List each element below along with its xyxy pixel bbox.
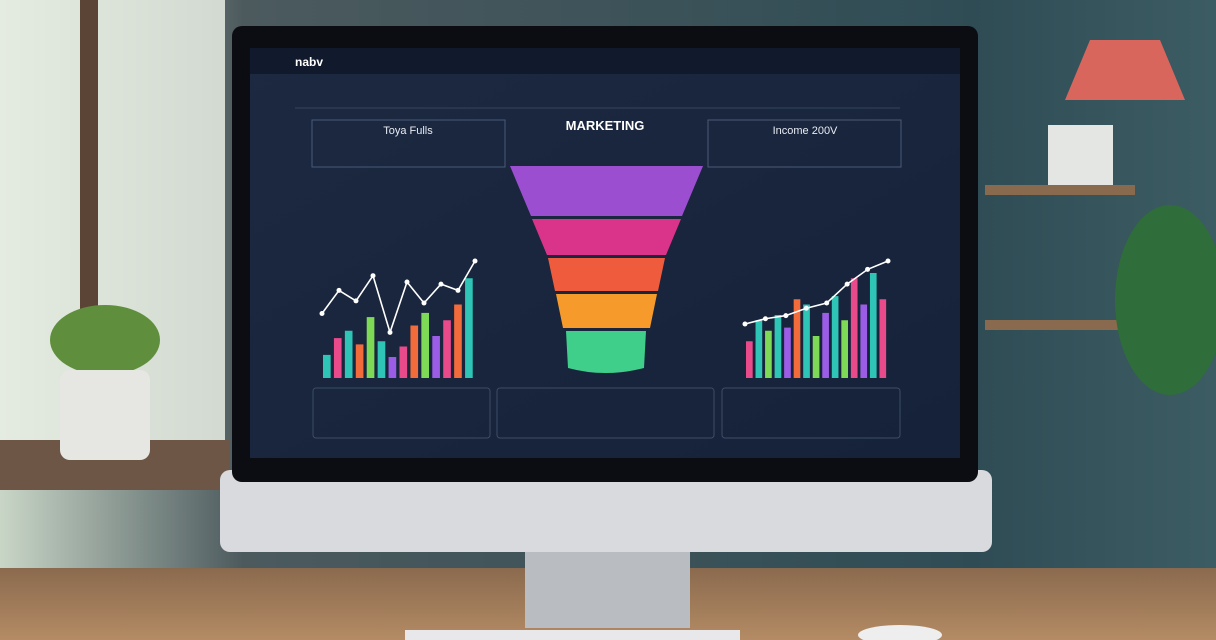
panel [312, 387, 491, 439]
bar [432, 336, 440, 378]
bar [746, 341, 753, 378]
bar [465, 278, 473, 378]
trend-point [319, 311, 325, 316]
card [311, 119, 506, 168]
mouse [858, 625, 942, 640]
bar [399, 346, 408, 378]
bar [850, 278, 858, 378]
frame [1048, 125, 1113, 185]
bar [793, 299, 801, 378]
bar [784, 327, 791, 378]
center-title: MARKETING [566, 118, 645, 133]
card [707, 119, 902, 168]
trend-line [321, 260, 476, 336]
plant [1115, 205, 1216, 395]
panel [721, 387, 901, 439]
bar [410, 325, 419, 378]
funnel-stage [566, 331, 646, 373]
trend-point [353, 298, 359, 304]
bar [421, 312, 430, 378]
bar [454, 304, 462, 378]
bar [366, 317, 375, 378]
bar [388, 357, 397, 378]
card-title: Toya Fulls [383, 125, 433, 137]
trend-point [421, 300, 427, 306]
bar [377, 341, 386, 378]
trend-point [336, 287, 342, 293]
funnel-stage [510, 166, 703, 216]
bar [869, 273, 877, 378]
trend-point [762, 316, 768, 322]
trend-point [885, 258, 891, 264]
panel [496, 387, 715, 439]
trend-point [803, 305, 809, 311]
trend-point [844, 281, 850, 287]
nav-bar [250, 48, 960, 74]
trend-point [742, 321, 748, 327]
funnel [510, 166, 703, 373]
trend-point [865, 266, 871, 272]
trend-point [472, 258, 478, 264]
bar [860, 304, 868, 378]
bar [822, 312, 829, 378]
shelf [985, 185, 1135, 195]
trend-point [370, 273, 376, 279]
trend-point [783, 313, 789, 319]
bar [841, 320, 849, 378]
bar [831, 296, 839, 378]
plant [50, 305, 160, 375]
trend-point [455, 287, 461, 293]
trend-line [744, 260, 889, 325]
shelf [985, 320, 1135, 330]
footer-panels [312, 387, 901, 439]
bar [765, 330, 772, 378]
bar [812, 336, 820, 378]
trend-point [824, 300, 830, 306]
card-title: Income 200V [773, 125, 838, 137]
bar [755, 320, 763, 378]
brand[interactable]: nabv [295, 55, 323, 69]
bar [879, 299, 887, 378]
funnel-stage [548, 258, 665, 291]
pot [60, 370, 150, 460]
bar [803, 304, 810, 378]
keyboard [405, 630, 740, 640]
stand [525, 548, 690, 628]
bar [344, 330, 353, 378]
monitor-chin [220, 470, 992, 552]
trend-point [438, 281, 444, 287]
funnel-stage [556, 294, 657, 328]
trend-point [387, 329, 393, 335]
bar [323, 354, 331, 378]
bar [355, 344, 364, 378]
bar [774, 315, 782, 378]
funnel-stage [532, 219, 681, 255]
lamp [1065, 40, 1185, 100]
charts [319, 258, 891, 378]
bar [443, 320, 451, 378]
trend-point [404, 279, 410, 285]
bar [333, 338, 342, 378]
